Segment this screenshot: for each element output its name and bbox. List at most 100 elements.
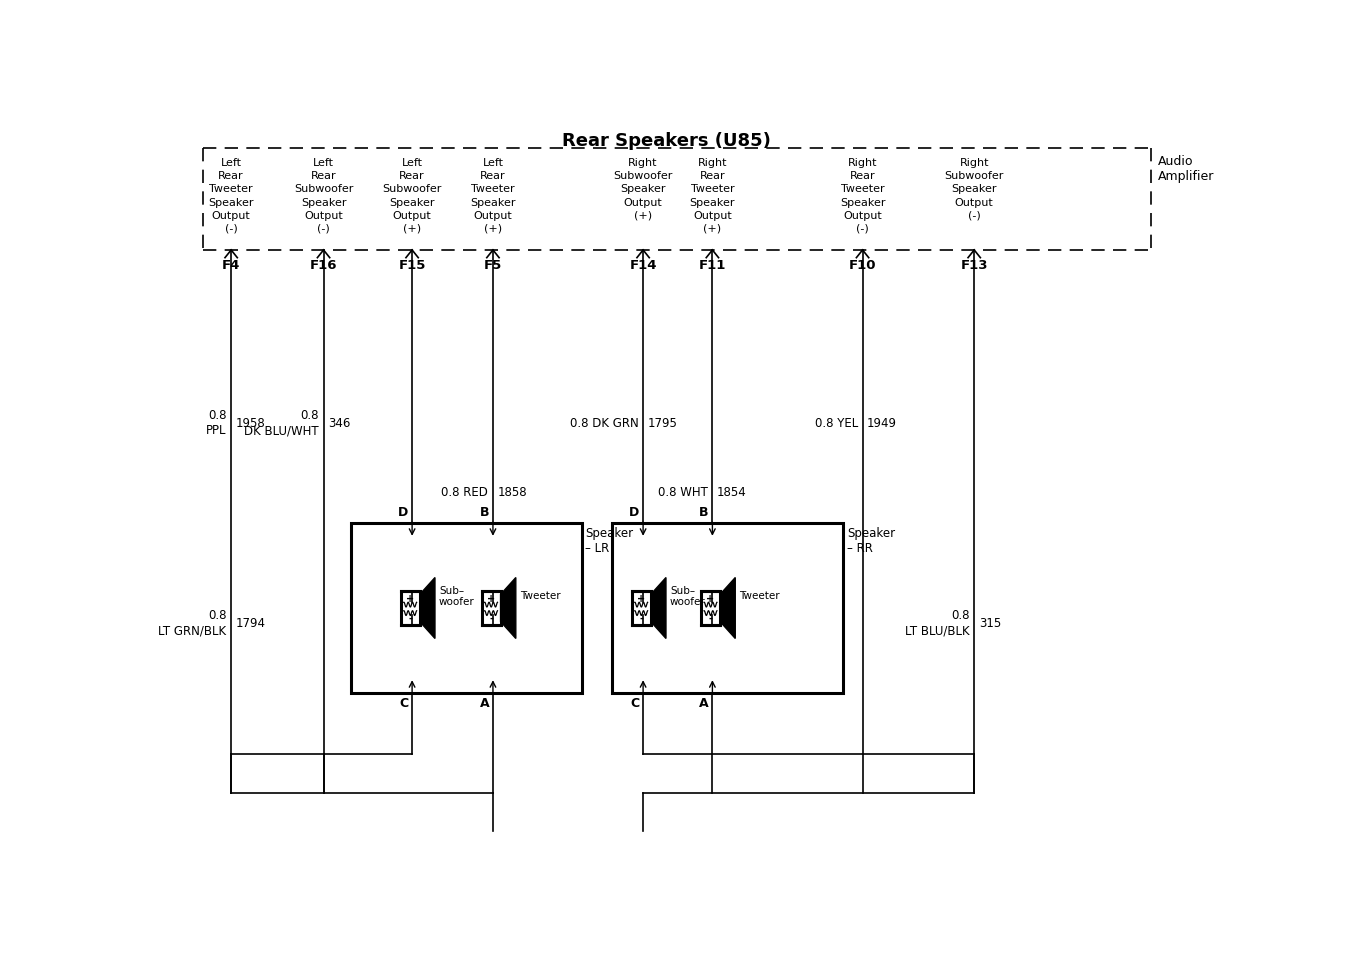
Text: A: A — [480, 697, 490, 709]
Text: -: - — [639, 613, 643, 624]
Text: Rear: Rear — [480, 172, 506, 181]
Text: B: B — [699, 507, 709, 519]
Text: +: + — [487, 593, 495, 604]
Text: (+): (+) — [403, 224, 422, 234]
Text: 315: 315 — [979, 617, 1001, 630]
Text: Right: Right — [628, 158, 658, 168]
Text: D: D — [398, 507, 408, 519]
Bar — [481, 591, 500, 625]
Text: 0.8 DK GRN: 0.8 DK GRN — [570, 417, 638, 430]
Text: Tweeter: Tweeter — [840, 184, 884, 195]
Text: Speaker: Speaker — [301, 198, 347, 207]
Bar — [700, 591, 719, 625]
Text: Output: Output — [843, 210, 881, 221]
Text: Tweeter: Tweeter — [740, 591, 781, 602]
Polygon shape — [650, 578, 666, 638]
Text: (-): (-) — [224, 224, 238, 234]
Text: Speaker: Speaker — [389, 198, 435, 207]
Text: Speaker: Speaker — [952, 184, 997, 195]
Text: F5: F5 — [484, 259, 502, 273]
Text: 0.8 WHT: 0.8 WHT — [658, 486, 707, 499]
Text: Speaker
– LR: Speaker – LR — [585, 527, 634, 555]
Text: Speaker: Speaker — [620, 184, 666, 195]
Text: Subwoofer: Subwoofer — [294, 184, 354, 195]
Text: 1794: 1794 — [235, 617, 265, 630]
Text: Output: Output — [393, 210, 431, 221]
Text: C: C — [398, 697, 408, 709]
Text: B: B — [480, 507, 490, 519]
Text: +: + — [636, 593, 645, 604]
Text: Right: Right — [847, 158, 877, 168]
Text: F16: F16 — [310, 259, 337, 273]
Text: A: A — [699, 697, 709, 709]
Text: 0.8
PPL: 0.8 PPL — [205, 409, 227, 437]
Text: F15: F15 — [398, 259, 426, 273]
Text: (+): (+) — [484, 224, 502, 234]
Text: +: + — [706, 593, 714, 604]
Text: Subwoofer: Subwoofer — [944, 172, 1004, 181]
Text: 1949: 1949 — [868, 417, 898, 430]
Text: C: C — [630, 697, 639, 709]
Text: Sub–
woofer: Sub– woofer — [670, 586, 706, 608]
Text: Speaker: Speaker — [690, 198, 736, 207]
Text: Left: Left — [483, 158, 503, 168]
Bar — [612, 523, 843, 693]
Text: Left: Left — [401, 158, 423, 168]
Text: (+): (+) — [634, 210, 653, 221]
Text: Right: Right — [698, 158, 728, 168]
Text: Output: Output — [473, 210, 513, 221]
Text: 1958: 1958 — [235, 417, 265, 430]
Text: Subwoofer: Subwoofer — [613, 172, 673, 181]
Text: Speaker
– RR: Speaker – RR — [847, 527, 895, 555]
Text: Audio
Amplifier: Audio Amplifier — [1157, 156, 1214, 183]
Text: 0.8
LT GRN/BLK: 0.8 LT GRN/BLK — [158, 610, 227, 637]
Text: 0.8 RED: 0.8 RED — [442, 486, 488, 499]
Text: 0.8
DK BLU/WHT: 0.8 DK BLU/WHT — [245, 409, 320, 437]
Text: Right: Right — [959, 158, 989, 168]
Text: 1858: 1858 — [498, 486, 528, 499]
Text: Rear: Rear — [219, 172, 243, 181]
Text: F13: F13 — [960, 259, 987, 273]
Text: (+): (+) — [703, 224, 721, 234]
Text: -: - — [408, 613, 412, 624]
Text: -: - — [490, 613, 494, 624]
Text: Output: Output — [305, 210, 343, 221]
Polygon shape — [500, 578, 515, 638]
Text: F11: F11 — [699, 259, 726, 273]
Text: Output: Output — [955, 198, 994, 207]
Bar — [631, 591, 650, 625]
Text: Left: Left — [313, 158, 335, 168]
Text: 346: 346 — [328, 417, 351, 430]
Text: Subwoofer: Subwoofer — [382, 184, 442, 195]
Text: Rear: Rear — [400, 172, 424, 181]
Text: Left: Left — [220, 158, 242, 168]
Text: (-): (-) — [968, 210, 981, 221]
Text: +: + — [407, 593, 415, 604]
Polygon shape — [420, 578, 435, 638]
Text: -: - — [709, 613, 713, 624]
Text: F4: F4 — [222, 259, 241, 273]
Text: 1795: 1795 — [647, 417, 677, 430]
Bar — [351, 523, 582, 693]
Text: (-): (-) — [317, 224, 330, 234]
Text: Tweeter: Tweeter — [520, 591, 560, 602]
Polygon shape — [719, 578, 736, 638]
Text: Rear: Rear — [310, 172, 336, 181]
Text: Tweeter: Tweeter — [209, 184, 253, 195]
Text: Sub–
woofer: Sub– woofer — [439, 586, 475, 608]
Text: Rear: Rear — [850, 172, 876, 181]
Text: Output: Output — [624, 198, 662, 207]
Text: (-): (-) — [857, 224, 869, 234]
Text: Tweeter: Tweeter — [471, 184, 515, 195]
Text: Tweeter: Tweeter — [691, 184, 734, 195]
Text: Output: Output — [212, 210, 250, 221]
Bar — [401, 591, 420, 625]
Text: D: D — [628, 507, 639, 519]
Text: Rear: Rear — [699, 172, 725, 181]
Text: Speaker: Speaker — [471, 198, 515, 207]
Text: 0.8
LT BLU/BLK: 0.8 LT BLU/BLK — [904, 610, 970, 637]
Text: Speaker: Speaker — [839, 198, 885, 207]
Text: 0.8 YEL: 0.8 YEL — [815, 417, 858, 430]
Text: F14: F14 — [630, 259, 657, 273]
Text: Output: Output — [694, 210, 732, 221]
